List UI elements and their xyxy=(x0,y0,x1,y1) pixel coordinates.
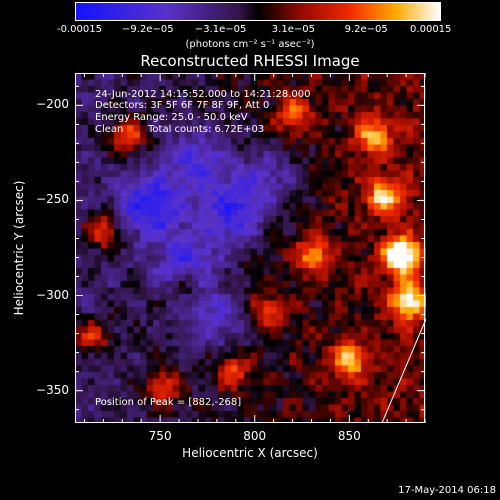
x-axis-label: Heliocentric X (arcsec) xyxy=(182,446,318,460)
colorbar-tick-label: 9.2e−05 xyxy=(344,24,388,35)
x-tick-label: 800 xyxy=(243,429,267,443)
annotation-energy: Energy Range: 25.0 - 50.0 keV xyxy=(95,112,248,123)
colorbar-tick-label: -0.00015 xyxy=(57,24,102,35)
annotation-peak: Position of Peak = [882,-268] xyxy=(95,397,242,408)
x-tick-label: 850 xyxy=(337,429,361,443)
timestamp: 17-May-2014 06:18 xyxy=(398,485,496,496)
colorbar-tick-label: −3.1e−05 xyxy=(194,24,247,35)
x-tick-label: 750 xyxy=(148,429,172,443)
colorbar-tick-label: 0.00015 xyxy=(410,24,452,35)
colorbar-units: (photons cm⁻² s⁻¹ asec⁻²) xyxy=(185,39,315,50)
y-axis-label: Heliocentric Y (arcsec) xyxy=(12,180,26,316)
colorbar xyxy=(75,2,441,21)
annotation-time-range: 24-Jun-2012 14:15:52.000 to 14:21:28.000 xyxy=(95,89,311,100)
annotation-detectors: Detectors: 3F 5F 6F 7F 8F 9F, Att 0 xyxy=(95,100,270,111)
annotation-method: Clean xyxy=(95,124,124,135)
colorbar-tick-label: −9.2e−05 xyxy=(122,24,174,35)
limb-line xyxy=(381,318,426,423)
heatmap-image xyxy=(75,73,426,423)
y-tick-label: −350 xyxy=(36,382,69,397)
y-tick-label: −250 xyxy=(36,192,69,207)
colorbar-tick-label: 3.1e−05 xyxy=(271,24,315,35)
chart-title: Reconstructed RHESSI Image xyxy=(140,52,360,70)
y-tick-label: −200 xyxy=(36,97,69,112)
y-tick-label: −300 xyxy=(36,287,69,302)
annotation-counts: Total counts: 6.72E+03 xyxy=(148,124,265,135)
